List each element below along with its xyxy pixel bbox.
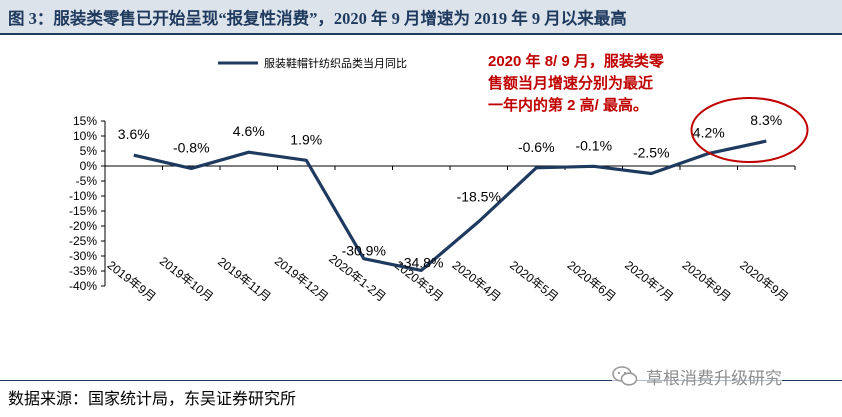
series-group: [133, 139, 767, 272]
y-tick-label: 5%: [80, 144, 98, 158]
y-tick-label: 0%: [80, 159, 98, 173]
legend: 服装鞋帽针纺织品类当月同比: [218, 56, 407, 70]
x-tick-label: 2019年11月: [215, 254, 273, 304]
x-tick-label: 2019年9月: [105, 258, 159, 304]
y-tick-label: 15%: [73, 114, 97, 128]
x-tick-label: 2020年4月: [450, 258, 504, 304]
y-tick-label: -15%: [69, 204, 97, 218]
y-tick-label: -5%: [76, 174, 98, 188]
y-tick-label: -30%: [69, 249, 97, 263]
data-label: -30.9%: [342, 243, 386, 259]
x-tick-label: 2019年10月: [157, 254, 216, 304]
x-tick-label: 2019年12月: [272, 254, 331, 304]
annotation-line-3: 一年内的第 2 高/ 最高。: [488, 96, 648, 114]
watermark-text: 草根消费升级研究: [646, 368, 782, 389]
annotation-line-1: 2020 年 8/ 9 月，服装类零: [488, 52, 665, 70]
x-tick-label: 2020年1-2月: [326, 251, 388, 304]
y-tick-label: -25%: [69, 234, 97, 248]
y-tick-label: -40%: [69, 279, 97, 293]
data-label: -2.5%: [633, 145, 670, 161]
legend-label: 服装鞋帽针纺织品类当月同比: [264, 56, 407, 70]
x-tick-label: 2020年8月: [680, 258, 734, 304]
x-tick-label: 2020年6月: [565, 258, 619, 304]
x-tick-label: 2020年9月: [737, 258, 791, 304]
source-divider: [0, 380, 842, 381]
wechat-icon: [612, 366, 638, 386]
data-label: 4.6%: [233, 123, 265, 139]
data-label: -18.5%: [457, 189, 501, 205]
y-tick-label: -10%: [69, 189, 97, 203]
title-bar: 图 3：服装类零售已开始呈现“报复性消费”，2020 年 9 月增速为 2019…: [0, 0, 842, 33]
data-label: -0.8%: [173, 139, 210, 155]
title-underline: [0, 33, 842, 35]
figure-title: 图 3：服装类零售已开始呈现“报复性消费”，2020 年 9 月增速为 2019…: [8, 9, 627, 28]
data-label: -34.8%: [399, 254, 443, 270]
data-label: -0.1%: [575, 137, 612, 153]
x-tick-label: 2020年5月: [507, 258, 561, 304]
data-label: 1.9%: [290, 131, 322, 147]
annotation-line-2: 售额当月增速分别为最近: [488, 74, 653, 92]
watermark: 草根消费升级研究: [612, 364, 782, 389]
highlight-ellipse: [690, 97, 809, 163]
line-chart: 服装鞋帽针纺织品类当月同比 2020 年 8/ 9 月，服装类零 售额当月增速分…: [69, 52, 809, 304]
data-label: -0.6%: [518, 139, 555, 155]
data-label: 4.2%: [693, 124, 725, 140]
x-tick-label: 2020年7月: [622, 258, 676, 304]
data-label: 3.6%: [118, 126, 150, 142]
y-tick-label: -35%: [69, 264, 97, 278]
y-tick-label: -20%: [69, 219, 97, 233]
y-tick-label: 10%: [73, 129, 97, 143]
series-line: [133, 139, 767, 272]
source-note: 数据来源：国家统计局，东吴证券研究所: [8, 391, 297, 408]
data-label: 8.3%: [750, 112, 782, 128]
data-labels: 3.6% -0.8% 4.6% 1.9% -30.9% -34.8% -18.5% -0.6%…: [118, 112, 782, 270]
annotation-box: 2020 年 8/ 9 月，服装类零 售额当月增速分别为最近 一年内的第 2 高…: [488, 52, 665, 114]
